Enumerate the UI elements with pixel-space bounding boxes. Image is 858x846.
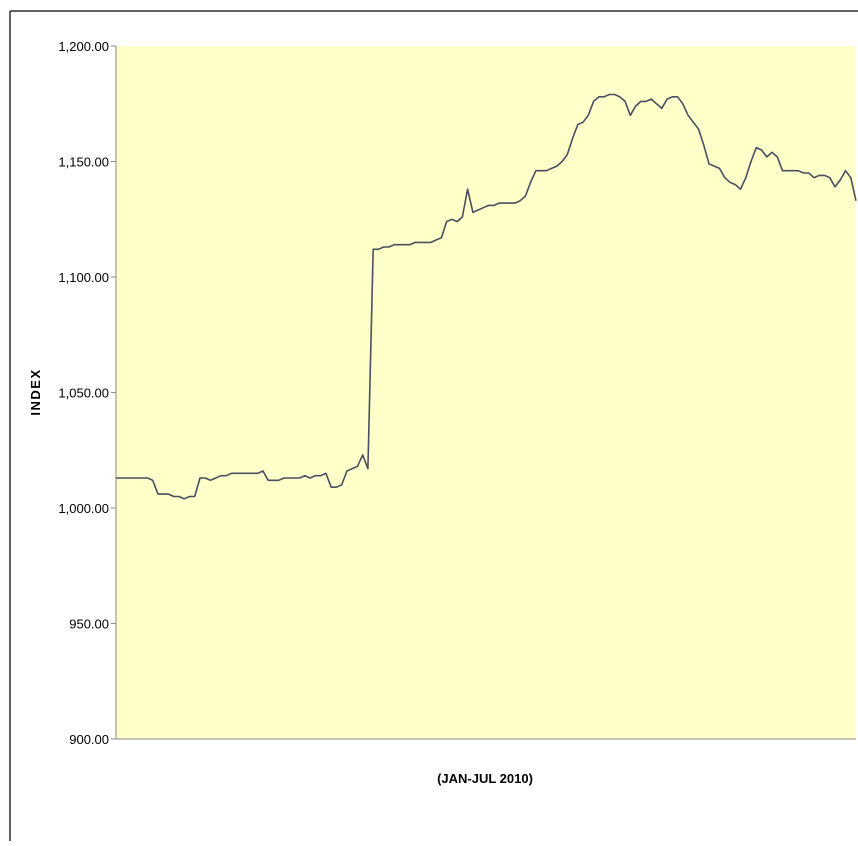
y-tick-label: 1,050.00 xyxy=(58,386,109,401)
x-axis-label: (JAN-JUL 2010) xyxy=(437,771,533,786)
y-axis-label: INDEX xyxy=(28,368,43,415)
y-axis-ticks: 1,200.00 1,150.00 1,100.00 1,050.00 1,000.00… xyxy=(58,39,116,747)
y-tick-label: 950.00 xyxy=(69,617,109,632)
index-series-line xyxy=(116,93,857,500)
y-tick-label: 1,150.00 xyxy=(58,155,109,170)
plot-area xyxy=(116,46,856,739)
y-tick-label: 900.00 xyxy=(69,732,109,747)
y-tick-label: 1,200.00 xyxy=(58,39,109,54)
y-tick-label: 1,100.00 xyxy=(58,270,109,285)
y-tick-label: 1,000.00 xyxy=(58,501,109,516)
